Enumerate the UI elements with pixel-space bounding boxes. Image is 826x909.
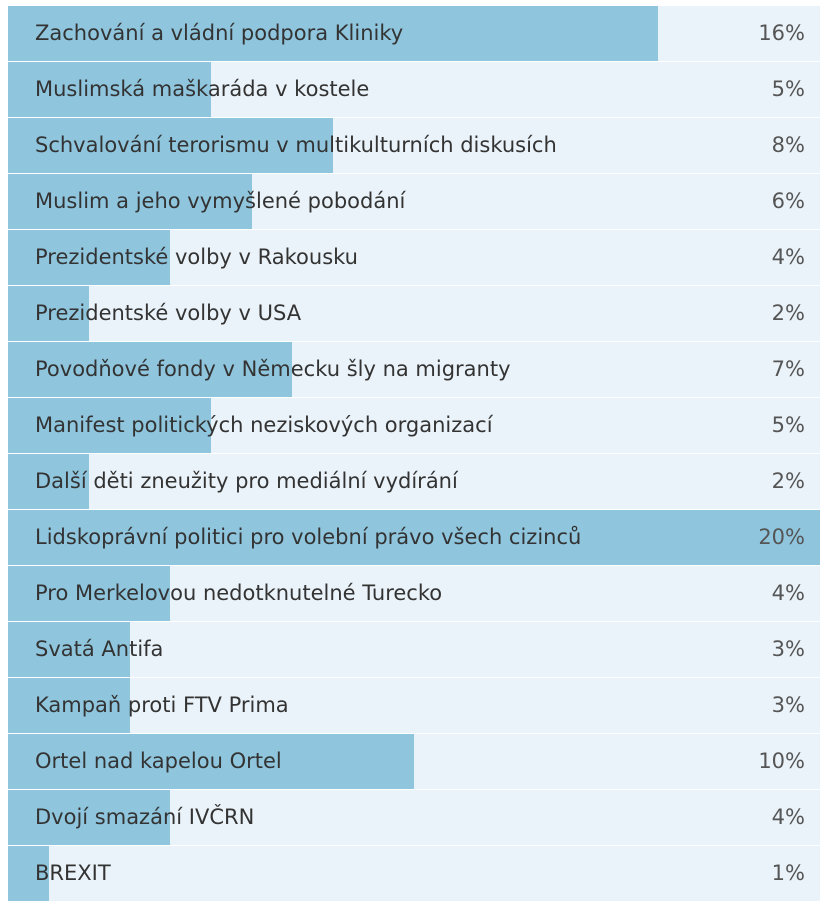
percent-label: 10% <box>758 749 805 773</box>
bar <box>8 342 293 397</box>
percent-label: 5% <box>771 413 805 437</box>
poll-results: Zachování a vládní podpora Kliniky 16% Mus… <box>8 6 820 902</box>
poll-row: Manifest politických neziskových organiz… <box>8 398 820 454</box>
option-label: Zachování a vládní podpora Kliniky <box>35 21 404 45</box>
option-label: Další děti zneužity pro mediální vydírán… <box>35 469 458 493</box>
percent-label: 7% <box>771 357 805 381</box>
percent-label: 3% <box>771 637 805 661</box>
poll-row: Pro Merkelovou nedotknutelné Turecko 4% <box>8 566 820 622</box>
option-label: Muslimská maškaráda v kostele <box>35 77 370 101</box>
bar <box>8 566 171 621</box>
poll-row: Dvojí smazání IVČRN 4% <box>8 790 820 846</box>
bar <box>8 286 90 341</box>
poll-row: Prezidentské volby v Rakousku 4% <box>8 230 820 286</box>
option-label: Lidskoprávní politici pro volební právo … <box>35 525 582 549</box>
option-label: Povodňové fondy v Německu šly na migrant… <box>35 357 511 381</box>
poll-row: Svatá Antifa 3% <box>8 622 820 678</box>
poll-row: Schvalování terorismu v multikulturních … <box>8 118 820 174</box>
option-label: Prezidentské volby v Rakousku <box>35 245 358 269</box>
option-label: Dvojí smazání IVČRN <box>35 805 255 829</box>
poll-row: Kampaň proti FTV Prima 3% <box>8 678 820 734</box>
bar <box>8 118 333 173</box>
percent-label: 6% <box>771 189 805 213</box>
bar <box>8 6 658 61</box>
option-label: Prezidentské volby v USA <box>35 301 302 325</box>
option-label: Schvalování terorismu v multikulturních … <box>35 133 557 157</box>
percent-label: 4% <box>771 581 805 605</box>
bar <box>8 62 211 117</box>
percent-label: 20% <box>758 525 805 549</box>
percent-label: 1% <box>771 861 805 885</box>
poll-row: Zachování a vládní podpora Kliniky 16% <box>8 6 820 62</box>
percent-label: 4% <box>771 805 805 829</box>
option-label: Ortel nad kapelou Ortel <box>35 749 282 773</box>
percent-label: 5% <box>771 77 805 101</box>
percent-label: 2% <box>771 301 805 325</box>
bar <box>8 174 252 229</box>
option-label: Kampaň proti FTV Prima <box>35 693 289 717</box>
option-label: Svatá Antifa <box>35 637 164 661</box>
percent-label: 3% <box>771 693 805 717</box>
bar <box>8 510 820 565</box>
option-label: Muslim a jeho vymyšlené pobodání <box>35 189 406 213</box>
option-label: Manifest politických neziskových organiz… <box>35 413 493 437</box>
poll-row: Prezidentské volby v USA 2% <box>8 286 820 342</box>
option-label: Pro Merkelovou nedotknutelné Turecko <box>35 581 443 605</box>
bar <box>8 846 49 901</box>
bar <box>8 734 414 789</box>
bar <box>8 398 211 453</box>
poll-row: BREXIT 1% <box>8 846 820 902</box>
bar <box>8 230 171 285</box>
option-label: BREXIT <box>35 861 111 885</box>
poll-row: Povodňové fondy v Německu šly na migrant… <box>8 342 820 398</box>
percent-label: 4% <box>771 245 805 269</box>
bar <box>8 790 171 845</box>
bar <box>8 622 130 677</box>
poll-row: Další děti zneužity pro mediální vydírán… <box>8 454 820 510</box>
bar <box>8 454 90 509</box>
percent-label: 16% <box>758 21 805 45</box>
percent-label: 2% <box>771 469 805 493</box>
poll-row: Lidskoprávní politici pro volební právo … <box>8 510 820 566</box>
bar <box>8 678 130 733</box>
poll-row: Ortel nad kapelou Ortel 10% <box>8 734 820 790</box>
poll-row: Muslim a jeho vymyšlené pobodání 6% <box>8 174 820 230</box>
poll-row: Muslimská maškaráda v kostele 5% <box>8 62 820 118</box>
percent-label: 8% <box>771 133 805 157</box>
